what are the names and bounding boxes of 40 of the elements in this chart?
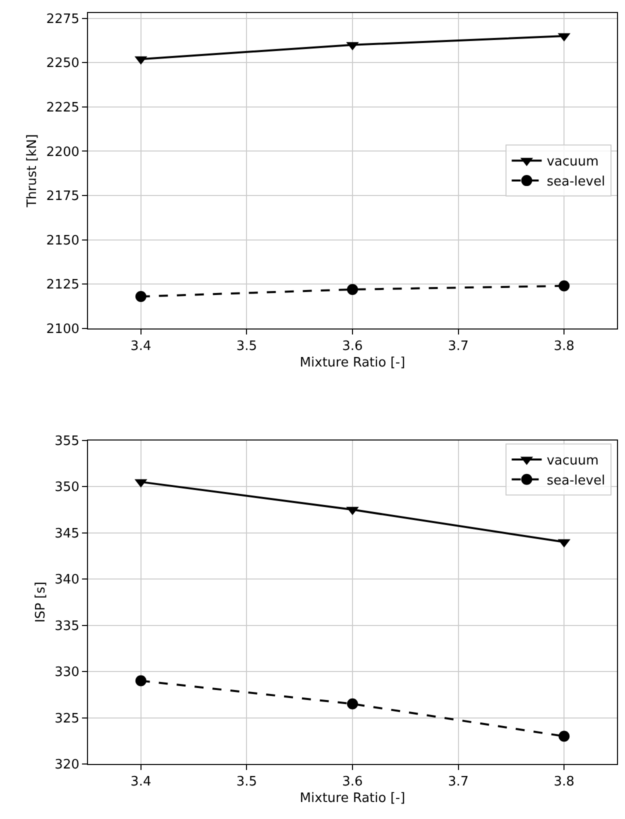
y-tick-label: 2225 — [46, 100, 80, 116]
point — [135, 675, 146, 686]
x-tick-label: 3.8 — [554, 339, 574, 354]
x-tick-label: 3.5 — [236, 774, 258, 790]
x-tick-label: 3.4 — [130, 339, 152, 354]
x-tick-label: 3.7 — [448, 774, 469, 790]
y-tick-label: 345 — [54, 526, 80, 542]
y-tick-label: 2250 — [46, 56, 80, 72]
y-tick-label: 2150 — [46, 233, 80, 248]
legend-label: sea-level — [546, 174, 606, 190]
y-tick-label: 2175 — [46, 189, 80, 204]
legend-label: vacuum — [546, 154, 599, 170]
x-axis-title: Mixture Ratio [-] — [300, 356, 406, 371]
legend-label: sea-level — [546, 473, 606, 488]
y-tick-label: 355 — [54, 434, 80, 449]
y-tick-label: 330 — [54, 665, 80, 680]
point — [135, 291, 146, 302]
x-axis-title: Mixture Ratio [-] — [300, 791, 406, 806]
y-tick-label: 340 — [54, 572, 80, 588]
x-tick-label: 3.5 — [236, 339, 258, 354]
x-tick-label: 3.6 — [342, 339, 363, 354]
x-tick-label: 3.8 — [554, 774, 574, 790]
y-tick-label: 350 — [54, 480, 80, 496]
legend-label: vacuum — [546, 454, 599, 469]
x-tick-label: 3.7 — [448, 339, 469, 354]
y-tick-label: 335 — [54, 618, 80, 634]
point — [347, 284, 358, 295]
y-tick-label: 2200 — [46, 144, 80, 160]
y-tick-label: 2275 — [46, 12, 80, 27]
x-tick-label: 3.4 — [130, 774, 152, 790]
point — [558, 280, 570, 292]
y-tick-label: 2100 — [46, 322, 80, 337]
y-tick-label: 320 — [54, 758, 80, 773]
point — [558, 730, 570, 742]
y-axis-title: ISP [s] — [34, 582, 49, 623]
point — [347, 698, 358, 710]
x-tick-label: 3.6 — [342, 774, 363, 790]
y-tick-label: 325 — [54, 711, 80, 726]
y-tick-label: 2125 — [46, 278, 80, 293]
y-axis-title: Thrust [kN] — [25, 134, 40, 208]
